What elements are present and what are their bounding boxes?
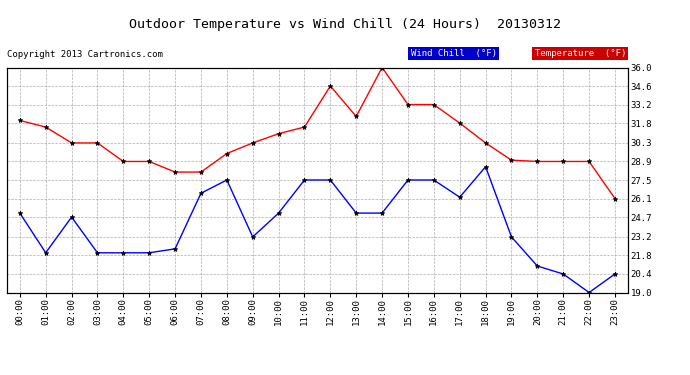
Text: Copyright 2013 Cartronics.com: Copyright 2013 Cartronics.com — [7, 50, 163, 59]
Text: Temperature  (°F): Temperature (°F) — [535, 49, 626, 58]
Text: Outdoor Temperature vs Wind Chill (24 Hours)  20130312: Outdoor Temperature vs Wind Chill (24 Ho… — [129, 18, 561, 31]
Text: Wind Chill  (°F): Wind Chill (°F) — [411, 49, 497, 58]
